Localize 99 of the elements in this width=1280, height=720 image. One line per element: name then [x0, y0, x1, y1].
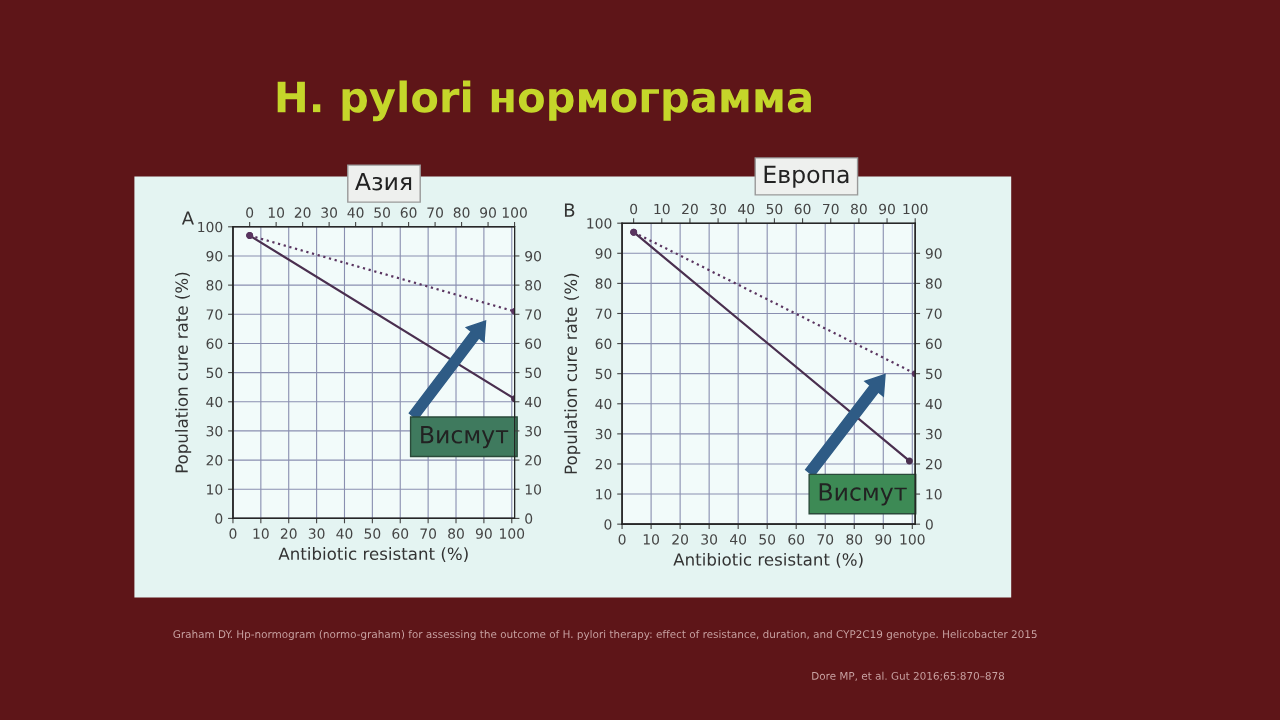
y2-tick-label: 70 — [926, 308, 942, 319]
x-tick-label: 50 — [759, 534, 776, 545]
x-tick-label: 100 — [900, 534, 925, 545]
x2-tick-label: 0 — [246, 207, 254, 218]
text: Dore MP, et al. Gut 2016;65:870–878 — [812, 671, 1005, 681]
x-tick-label: 40 — [336, 528, 353, 539]
x-tick-label: 10 — [253, 528, 269, 539]
y-tick-label: 10 — [207, 484, 223, 495]
x-tick-label: 100 — [500, 528, 525, 539]
x-tick-label: 80 — [448, 528, 464, 539]
x-tick-label: 30 — [701, 534, 718, 545]
y-tick-label: 30 — [206, 425, 223, 437]
y2-tick-label: 40 — [925, 398, 942, 410]
x-tick-label: 10 — [643, 534, 660, 545]
x2-tick-label: 100 — [903, 203, 928, 215]
chart-title: Азия — [355, 172, 412, 191]
y-tick-label: 60 — [595, 338, 612, 350]
x2-tick-label: 90 — [879, 203, 895, 215]
y2-tick-label: 30 — [925, 428, 942, 440]
y-tick-label: 0 — [215, 513, 223, 524]
x-tick-label: 0 — [229, 528, 237, 539]
x2-tick-label: 30 — [710, 203, 727, 215]
y-tick-label: 50 — [206, 367, 223, 379]
y-tick-label: 50 — [595, 368, 612, 380]
x-tick-label: 0 — [618, 534, 626, 545]
x2-tick-label: 70 — [427, 207, 443, 218]
y2-tick-label: 30 — [525, 425, 542, 437]
annotation: Висмут — [819, 483, 907, 506]
y-tick-label: 20 — [206, 455, 223, 466]
x2-tick-label: 20 — [294, 207, 311, 218]
x2-tick-label: 60 — [400, 207, 417, 218]
x2-tick-label: 90 — [480, 207, 496, 218]
text: H. pylori нормограмма — [277, 80, 811, 122]
y-axis-title: Population cure rate (%) — [175, 272, 192, 473]
y2-tick-label: 0 — [525, 513, 533, 524]
x2-tick-label: 10 — [654, 203, 670, 215]
y2-tick-label: 50 — [925, 368, 942, 380]
y-tick-label: 40 — [206, 396, 223, 408]
y-tick-label: 10 — [596, 489, 612, 500]
y-tick-label: 20 — [595, 458, 612, 470]
x-tick-label: 60 — [788, 534, 805, 545]
y2-tick-label: 0 — [925, 519, 933, 530]
x-tick-label: 20 — [280, 528, 297, 539]
y-tick-label: 80 — [206, 280, 223, 291]
x-tick-label: 60 — [392, 528, 409, 539]
y-tick-label: 70 — [206, 309, 223, 320]
x-axis-title: Antibiotic resistant (%) — [278, 547, 468, 562]
y-tick-label: 70 — [595, 308, 612, 319]
y-tick-label: 100 — [198, 221, 223, 233]
y-tick-label: 30 — [595, 428, 612, 440]
y-tick-label: 80 — [595, 278, 612, 289]
x2-tick-label: 60 — [794, 203, 811, 215]
x2-tick-label: 80 — [850, 203, 867, 215]
chart-title: Европа — [764, 165, 849, 188]
annotation: Висмут — [421, 426, 509, 449]
y-tick-label: 0 — [604, 519, 612, 530]
y-tick-label: 60 — [206, 338, 223, 349]
x2-tick-label: 10 — [268, 207, 285, 218]
x2-tick-label: 50 — [374, 207, 391, 218]
y2-tick-label: 10 — [525, 484, 542, 495]
x-tick-label: 90 — [475, 528, 492, 539]
x2-tick-label: 100 — [502, 207, 527, 218]
y2-tick-label: 90 — [925, 248, 942, 259]
y2-tick-label: 60 — [925, 338, 942, 350]
x2-tick-label: 50 — [766, 203, 783, 215]
y-tick-label: 40 — [595, 398, 612, 410]
text: A — [181, 211, 194, 225]
y2-tick-label: 10 — [926, 489, 942, 500]
x-tick-label: 40 — [730, 534, 747, 545]
y2-tick-label: 20 — [525, 455, 542, 466]
x2-tick-label: 30 — [321, 207, 338, 218]
y-axis-title: Population cure rate (%) — [564, 273, 581, 474]
x-tick-label: 70 — [817, 534, 834, 545]
x2-tick-label: 70 — [823, 203, 839, 215]
y2-tick-label: 60 — [525, 338, 542, 349]
x-tick-label: 90 — [875, 534, 892, 545]
text: Graham DY. Hp-normogram (normo-graham) for assessing the outcome of H. pylori therapy: effect of resistance, duration, and CYP2C19 genotype. Helicobacter 2015 — [173, 630, 1037, 641]
y2-tick-label: 40 — [524, 396, 542, 408]
x2-tick-label: 40 — [347, 207, 364, 218]
x-tick-label: 30 — [308, 528, 325, 539]
x-axis-title: Antibiotic resistant (%) — [673, 552, 863, 568]
x-tick-label: 80 — [846, 534, 863, 545]
y2-tick-label: 80 — [525, 280, 542, 291]
y2-tick-label: 90 — [525, 250, 542, 262]
y-tick-label: 90 — [206, 250, 223, 262]
y2-tick-label: 50 — [525, 367, 542, 379]
y2-tick-label: 20 — [925, 458, 942, 470]
y2-tick-label: 70 — [525, 309, 542, 320]
x2-tick-label: 80 — [453, 207, 470, 218]
x2-tick-label: 0 — [630, 203, 638, 215]
x2-tick-label: 40 — [738, 203, 755, 215]
x-tick-label: 70 — [420, 528, 437, 539]
y-tick-label: 90 — [595, 248, 612, 259]
x-tick-label: 20 — [672, 534, 689, 545]
y-tick-label: 100 — [587, 218, 612, 229]
x-tick-label: 50 — [364, 528, 381, 539]
y2-tick-label: 80 — [925, 278, 942, 289]
text: B — [564, 203, 575, 217]
x2-tick-label: 20 — [682, 203, 698, 215]
